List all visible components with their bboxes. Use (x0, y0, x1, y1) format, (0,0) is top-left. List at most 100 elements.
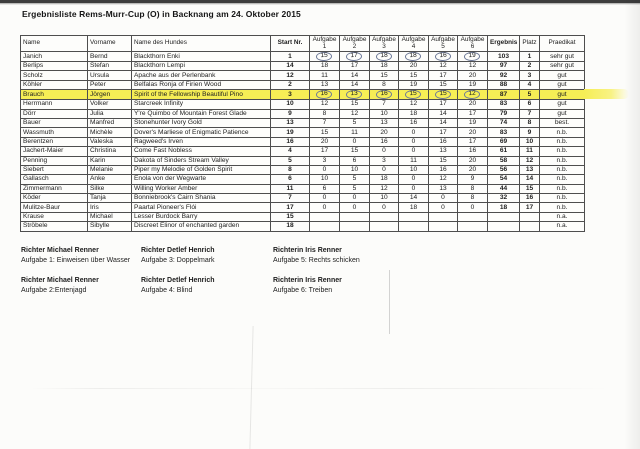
cell-aufgabe-3 (369, 221, 399, 232)
cell-vorname: Valeska (87, 136, 132, 148)
cell-hund: Willing Worker Amber (131, 183, 271, 195)
judges-column: Richter Michael Renner Aufgabe 1: Einweis… (21, 246, 130, 306)
judge-name: Richter Michael Renner (21, 247, 99, 254)
pen-circle: 19 (464, 52, 481, 61)
table-row: Bauer Manfred Stonehunter Ivory Gold 13 7 5 13… (20, 117, 585, 129)
cell-aufgabe-1: 10 (309, 174, 340, 185)
column-header-ergebnis: Ergebnis (487, 35, 520, 52)
cell-aufgabe-5: 17 (428, 99, 458, 110)
cell-platz: 2 (519, 60, 540, 72)
cell-aufgabe-1: 18 (309, 60, 340, 72)
cell-name: Gallasch (20, 174, 88, 185)
cell-start-nr: 10 (270, 99, 310, 110)
cell-aufgabe-1: 7 (309, 117, 340, 129)
table-row: Scholz Ursula Apache aus der Perlenbank 12 1… (20, 70, 585, 81)
cell-praedikat: n.b. (539, 202, 585, 213)
cell-aufgabe-6: 20 (457, 99, 488, 110)
cell-platz: 3 (519, 70, 540, 81)
cell-platz: 11 (519, 146, 540, 157)
pen-circle: 15 (434, 90, 452, 99)
column-header-aufgabe-1: Aufgabe 1 (309, 35, 340, 52)
cell-start-nr: 13 (270, 117, 310, 129)
cell-vorname: Melanie (87, 164, 132, 176)
cell-vorname: Julia (87, 108, 132, 119)
cell-aufgabe-6: 20 (457, 164, 488, 176)
cell-aufgabe-6: 0 (457, 202, 488, 213)
cell-aufgabe-3: 13 (369, 117, 399, 129)
column-header-name: Name (20, 35, 88, 52)
cell-vorname: Bernd (87, 51, 132, 62)
cell-aufgabe-5: 15 (428, 79, 458, 91)
cell-ergebnis: 54 (487, 174, 520, 185)
cell-aufgabe-3: 8 (369, 79, 399, 91)
cell-aufgabe-5 (428, 221, 458, 232)
cell-aufgabe-3: 15 (369, 70, 399, 81)
cell-aufgabe-5: 0 (428, 202, 458, 213)
cell-aufgabe-2: 14 (339, 79, 370, 91)
cell-name: Herrmann (20, 99, 88, 110)
cell-aufgabe-2: 12 (339, 108, 370, 119)
cell-hund: Enola von der Wegwarte (131, 174, 271, 185)
cell-vorname: Manfred (87, 117, 132, 129)
cell-aufgabe-4: 0 (398, 136, 429, 148)
cell-platz: 14 (519, 174, 540, 185)
table-row: Köder Tanja Bonniebrook's Cairn Shania 7 0 0 1… (20, 193, 585, 204)
cell-aufgabe-4: 12 (398, 99, 429, 110)
judge-task: Aufgabe 5: Rechts schicken (273, 257, 360, 264)
cell-aufgabe-1 (309, 211, 340, 223)
cell-aufgabe-3: 16 (369, 136, 399, 148)
column-header-vorname: Vorname (87, 35, 132, 52)
cell-aufgabe-2: 6 (339, 155, 370, 166)
column-header-aufgabe-5: Aufgabe 5 (428, 35, 458, 52)
cell-hund: Discreet Elinor of enchanted garden (131, 221, 271, 232)
cell-start-nr: 18 (270, 221, 310, 232)
cell-aufgabe-6: 9 (457, 174, 488, 185)
judges-column: Richter Detlef Henrich Aufgabe 3: Doppelm… (141, 246, 215, 306)
cell-aufgabe-4: 0 (398, 174, 429, 185)
cell-aufgabe-3: 18 (369, 51, 399, 62)
cell-hund: Lesser Burdock Barry (131, 211, 271, 223)
cell-aufgabe-5: 15 (428, 155, 458, 166)
cell-hund: Piper my Melodie of Golden Spirit (131, 164, 271, 176)
cell-aufgabe-4: 11 (398, 155, 429, 166)
cell-aufgabe-6: 19 (457, 117, 488, 129)
judges-column: Richterin Iris Renner Aufgabe 5: Rechts s… (273, 246, 360, 306)
cell-aufgabe-4 (398, 221, 429, 232)
pen-circle: 16 (434, 52, 452, 61)
cell-aufgabe-6: 20 (457, 155, 488, 166)
pen-circle: 18 (375, 52, 393, 61)
cell-start-nr: 15 (270, 211, 310, 223)
cell-start-nr: 1 (270, 51, 310, 62)
cell-ergebnis: 18 (487, 202, 520, 213)
cell-aufgabe-6: 17 (457, 108, 488, 119)
cell-ergebnis: 103 (487, 51, 520, 62)
cell-name: Krause (20, 211, 88, 223)
judge-entry: Richter Detlef Henrich Aufgabe 3: Doppelm… (141, 246, 215, 266)
cell-vorname: Silke (87, 183, 132, 195)
cell-hund: Y're Quimbo of Mountain Forest Glade (131, 108, 271, 119)
cell-start-nr: 7 (270, 193, 310, 204)
cell-name: Köder (20, 193, 88, 204)
column-header-platz: Platz (519, 35, 540, 52)
cell-name: Köhler (20, 79, 88, 91)
cell-start-nr: 8 (270, 164, 310, 176)
cell-hund: Blackthorn Lempi (131, 60, 271, 72)
cell-praedikat: sehr gut (539, 51, 585, 62)
column-header-aufgabe-3: Aufgabe 3 (369, 35, 399, 52)
cell-hund: Paartal Pioneer's Flói (131, 202, 271, 213)
cell-ergebnis: 79 (487, 108, 520, 119)
cell-aufgabe-3: 0 (369, 164, 399, 176)
cell-aufgabe-1: 15 (309, 51, 340, 62)
judge-task: Aufgabe 4: Blind (141, 287, 193, 294)
cell-aufgabe-5: 12 (428, 174, 458, 185)
cell-aufgabe-5: 13 (428, 183, 458, 195)
cell-hund: Dakota of Sinders Stream Valley (131, 155, 271, 166)
table-row: Mulitze-Baur Iris Paartal Pioneer's Flói 17… (20, 202, 585, 213)
cell-ergebnis (487, 211, 520, 223)
cell-aufgabe-1: 6 (309, 183, 340, 195)
cell-aufgabe-5 (428, 211, 458, 223)
cell-name: Scholz (20, 70, 88, 81)
cell-start-nr: 16 (270, 136, 310, 148)
paper-crease (389, 270, 390, 334)
cell-name: Dörr (20, 108, 88, 119)
